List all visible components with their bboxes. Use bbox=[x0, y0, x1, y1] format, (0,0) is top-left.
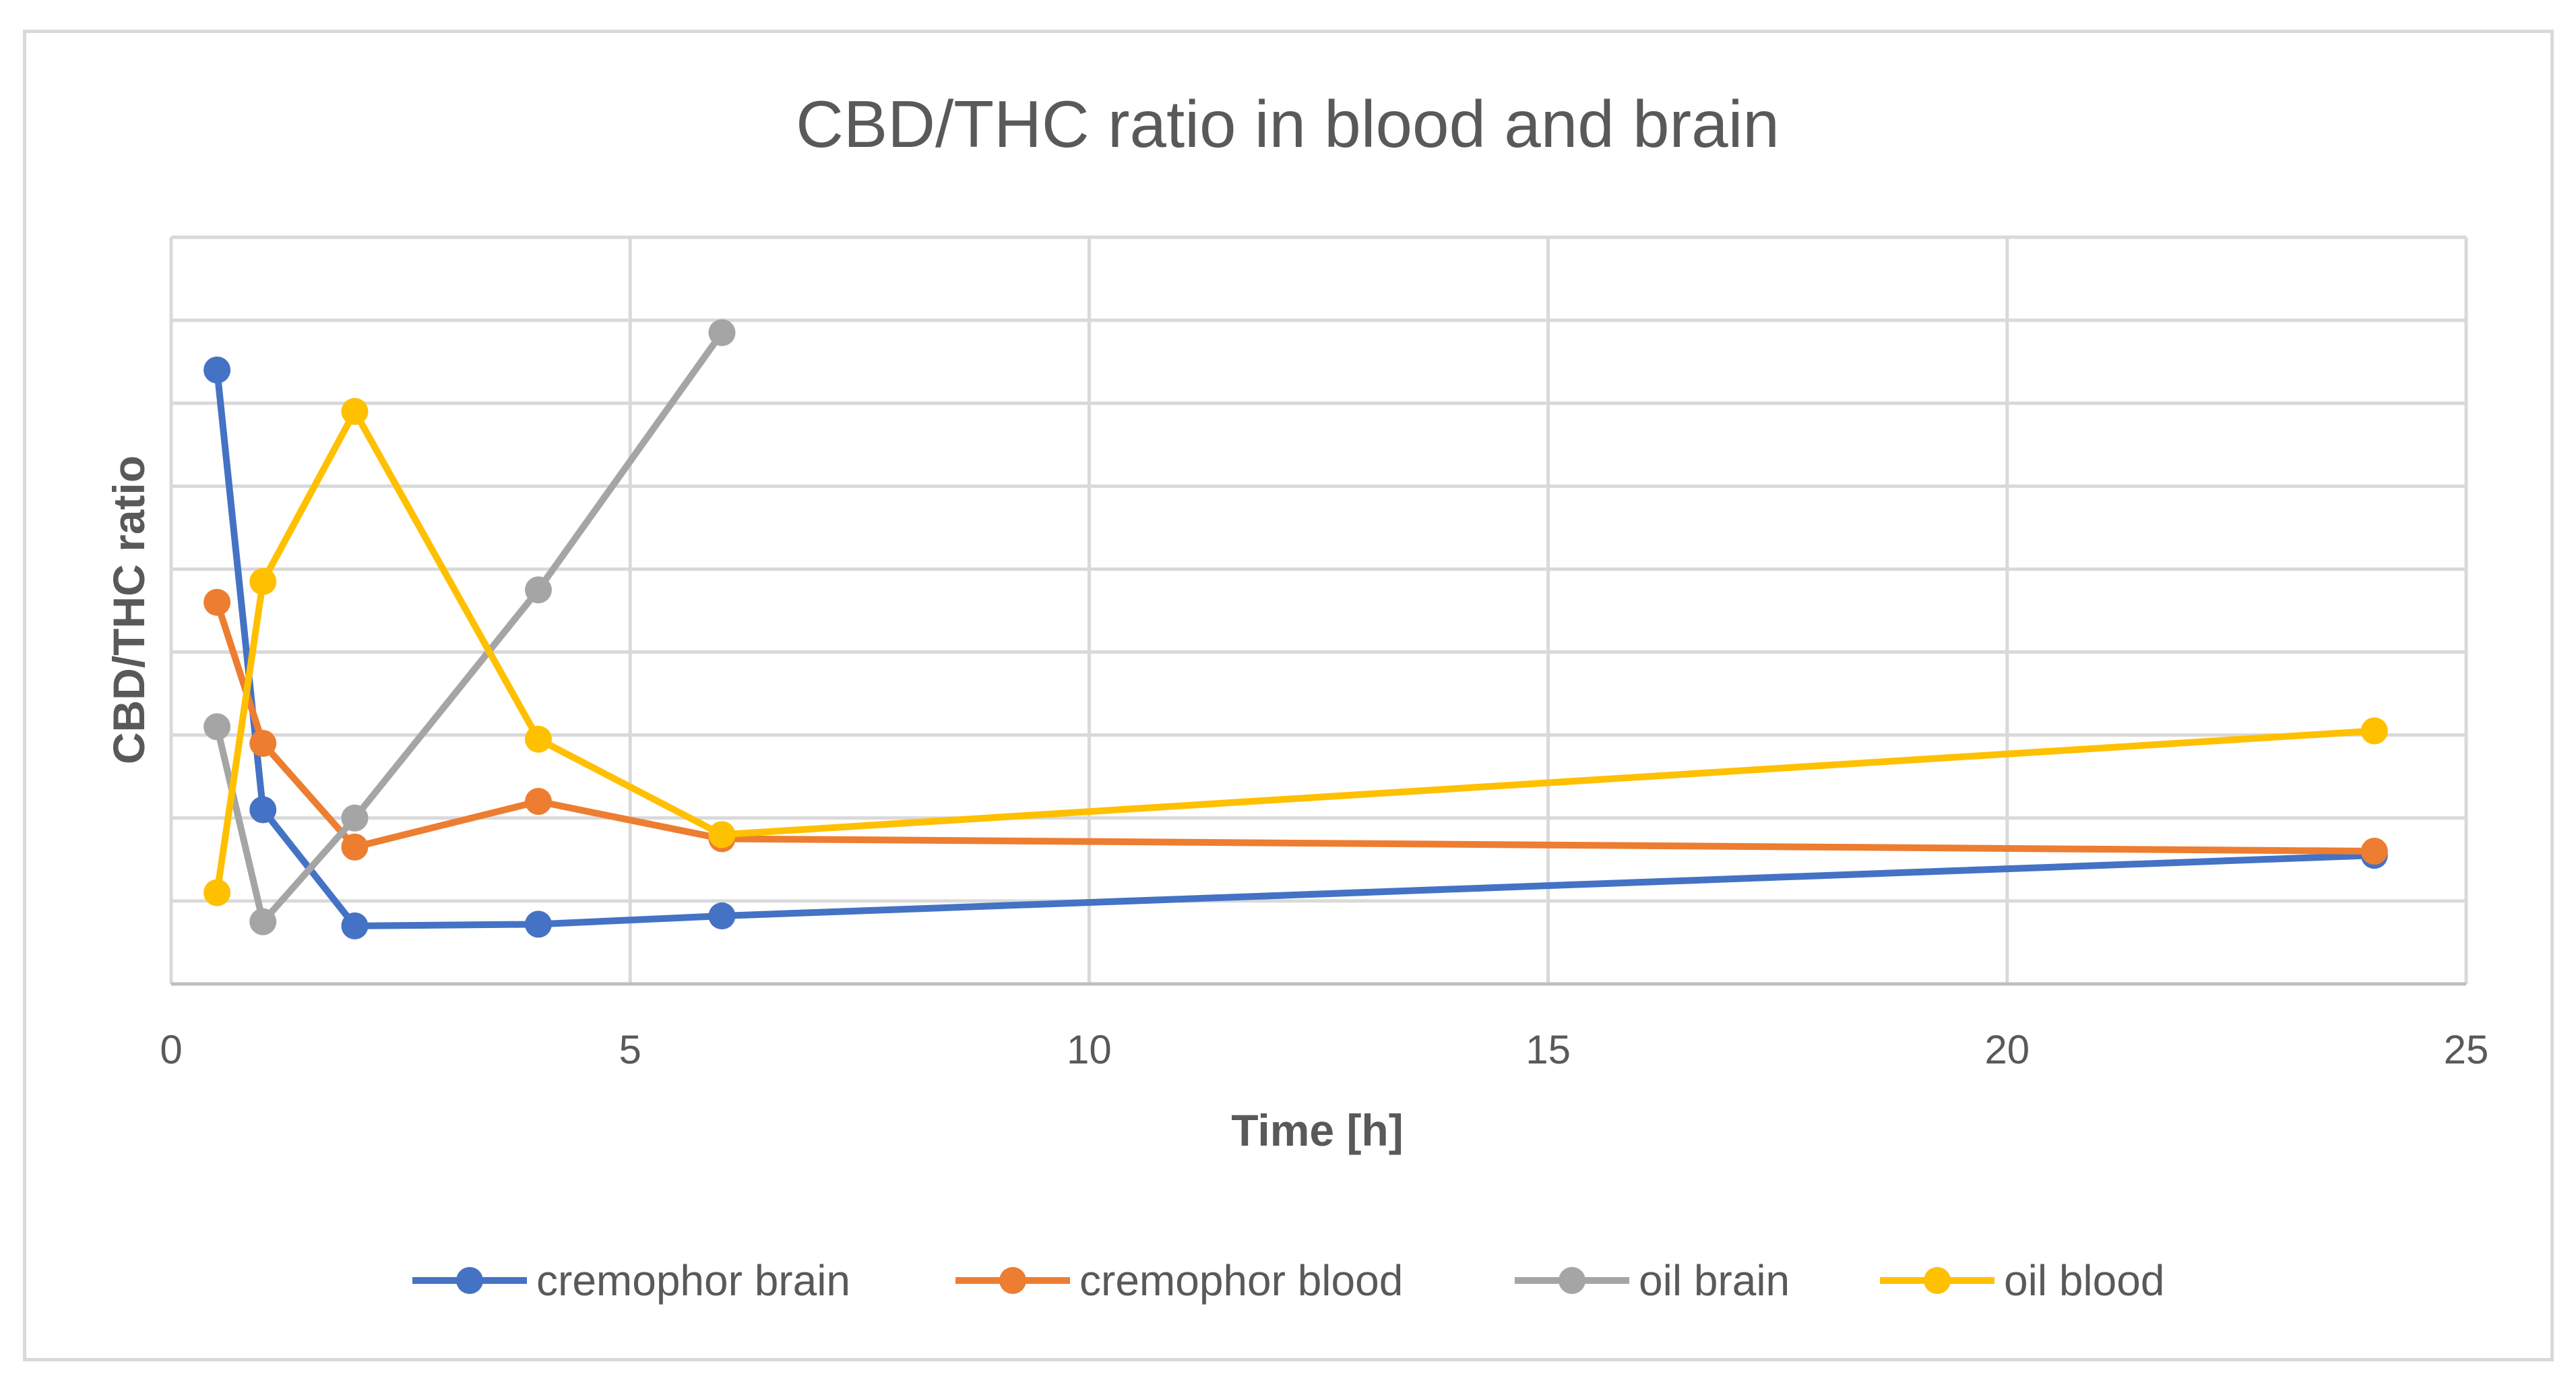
data-point-oil-blood bbox=[203, 879, 231, 906]
chart-title: CBD/THC ratio in blood and brain bbox=[796, 87, 1780, 161]
data-point-oil-brain bbox=[708, 319, 736, 346]
data-point-cremophor-blood bbox=[203, 588, 231, 616]
data-point-cremophor-brain bbox=[524, 910, 552, 938]
data-point-cremophor-brain bbox=[708, 902, 736, 930]
x-tick-labels: 0 5 10 15 20 25 bbox=[160, 1027, 2488, 1072]
legend-label: oil brain bbox=[1639, 1256, 1790, 1305]
series-oil-blood bbox=[203, 398, 2388, 906]
series-line-oil-blood bbox=[214, 408, 2378, 896]
x-tick-label: 10 bbox=[1067, 1027, 1112, 1072]
x-tick-label: 20 bbox=[1984, 1027, 2030, 1072]
legend: cremophor brain cremophor blood oil brain o… bbox=[412, 1256, 2164, 1305]
legend-item-cremophor-brain: cremophor brain bbox=[412, 1256, 850, 1305]
x-tick-label: 15 bbox=[1526, 1027, 1571, 1072]
data-point-oil-brain bbox=[203, 713, 231, 741]
legend-swatch-marker bbox=[456, 1267, 483, 1294]
data-point-cremophor-brain bbox=[203, 356, 231, 383]
data-point-oil-brain bbox=[249, 908, 277, 935]
grid bbox=[169, 235, 2468, 986]
data-point-oil-blood bbox=[249, 567, 277, 595]
data-point-cremophor-brain bbox=[341, 912, 369, 939]
legend-label: cremophor brain bbox=[536, 1256, 850, 1305]
x-tick-label: 25 bbox=[2444, 1027, 2489, 1072]
data-point-cremophor-blood bbox=[524, 788, 552, 815]
data-point-oil-blood bbox=[341, 398, 369, 425]
legend-swatch-marker bbox=[1559, 1267, 1585, 1294]
y-axis-title: CBD/THC ratio bbox=[104, 456, 154, 764]
x-tick-label: 0 bbox=[160, 1027, 182, 1072]
legend-swatch-marker bbox=[1924, 1267, 1951, 1294]
x-axis-title: Time [h] bbox=[1231, 1105, 1403, 1155]
data-point-cremophor-blood bbox=[2360, 838, 2388, 865]
data-point-oil-blood bbox=[2360, 717, 2388, 745]
data-point-cremophor-blood bbox=[249, 729, 277, 757]
x-tick-label: 5 bbox=[619, 1027, 641, 1072]
data-point-oil-brain bbox=[524, 576, 552, 604]
series-oil-brain bbox=[203, 319, 736, 935]
chart-frame bbox=[23, 30, 2554, 1361]
legend-swatch-marker bbox=[999, 1267, 1026, 1294]
legend-label: oil blood bbox=[2004, 1256, 2164, 1305]
series-line-oil-brain bbox=[214, 329, 726, 925]
data-point-oil-blood bbox=[708, 821, 736, 848]
data-point-cremophor-brain bbox=[249, 796, 277, 824]
data-point-cremophor-blood bbox=[341, 833, 369, 861]
legend-label: cremophor blood bbox=[1079, 1256, 1403, 1305]
series bbox=[203, 319, 2388, 939]
legend-item-oil-blood: oil blood bbox=[1880, 1256, 2164, 1305]
legend-item-oil-brain: oil brain bbox=[1515, 1256, 1790, 1305]
series-line-cremophor-blood bbox=[214, 598, 2378, 855]
legend-item-cremophor-blood: cremophor blood bbox=[955, 1256, 1403, 1305]
data-point-oil-blood bbox=[524, 725, 552, 753]
data-point-oil-brain bbox=[341, 804, 369, 832]
